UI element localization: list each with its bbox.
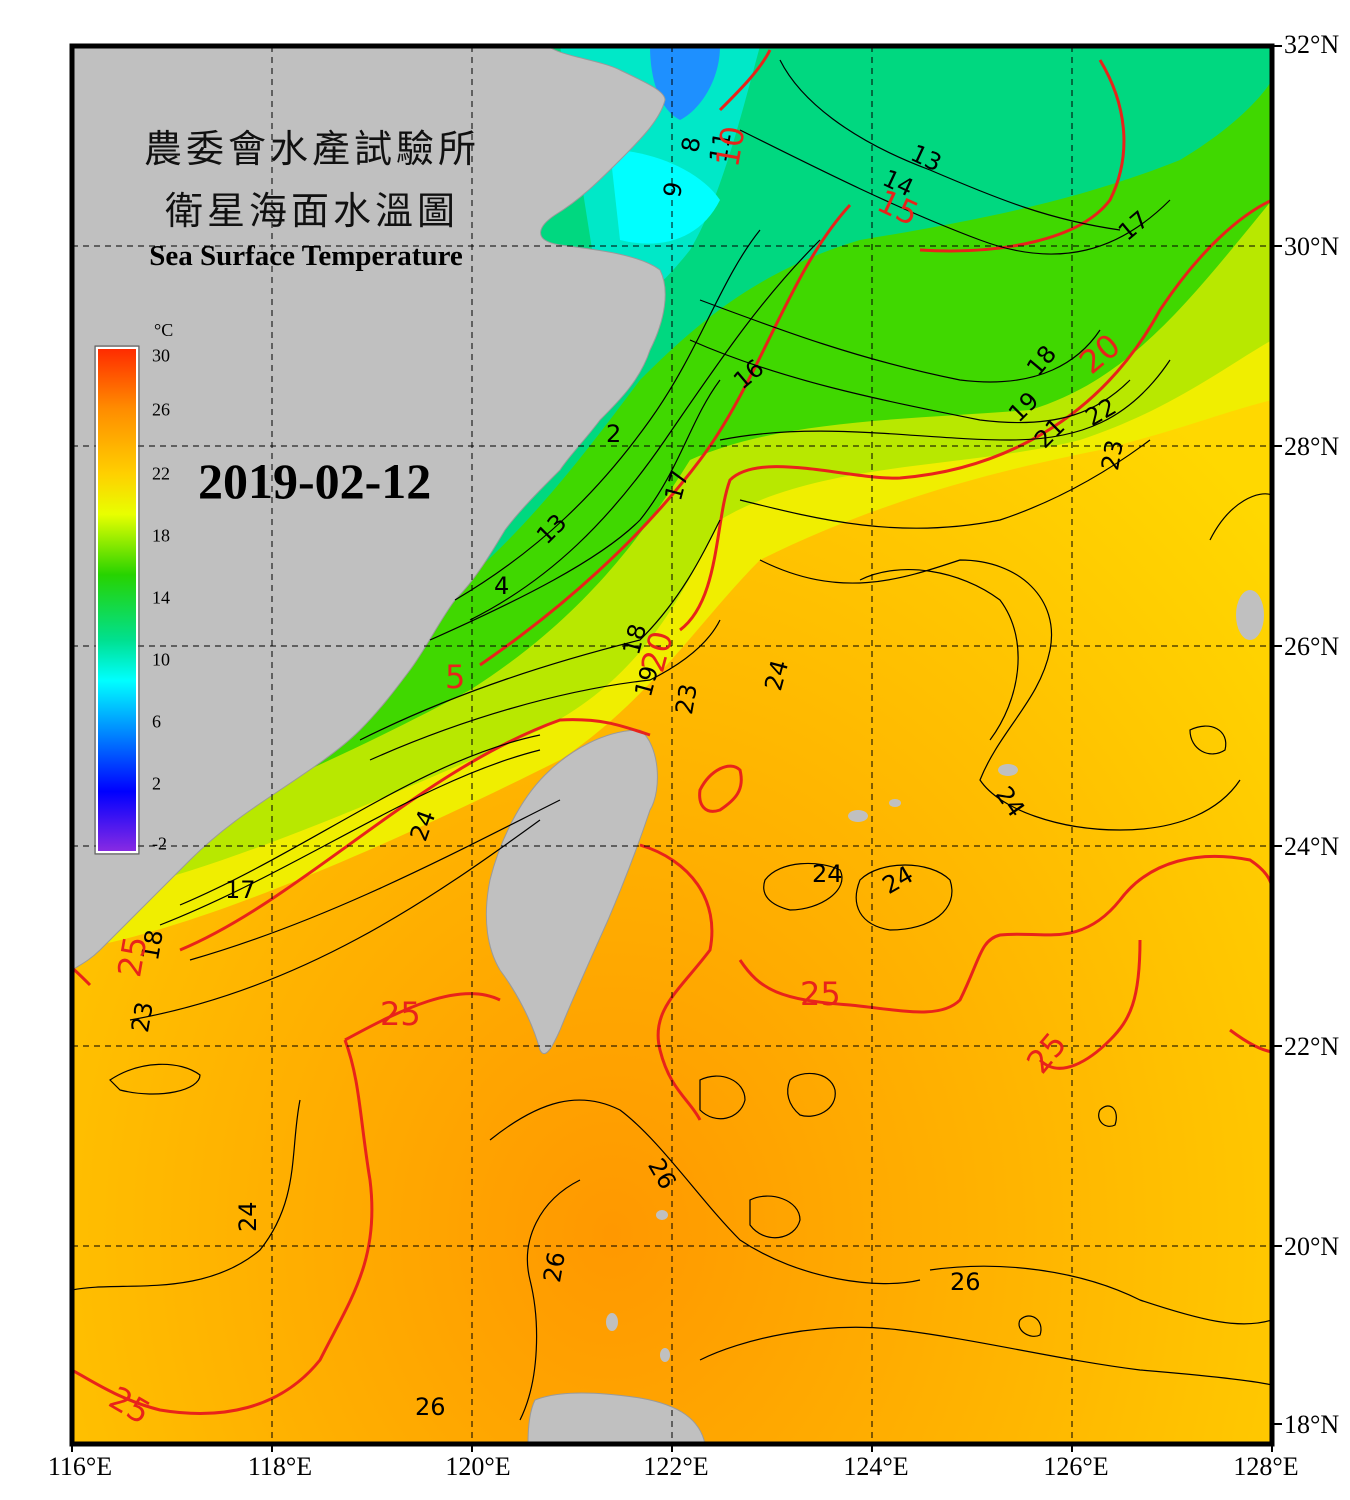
contour-25 <box>639 843 714 1121</box>
contour-label-red: 10 <box>708 123 752 170</box>
colorbar-tick: 10 <box>152 649 170 670</box>
lon-label: 128°E <box>1233 1452 1299 1481</box>
axis-ticks <box>71 45 1282 1452</box>
lon-label: 118°E <box>247 1452 313 1481</box>
contour-label: 23 <box>670 682 703 717</box>
contour-label: 2 <box>606 420 621 448</box>
lat-label: 30°N <box>1284 232 1340 261</box>
ryukyu-islet <box>1236 590 1264 640</box>
colorbar <box>96 347 138 853</box>
title-chinese-line1: 農委會水產試驗所 <box>143 127 480 171</box>
colorbar-tick: 2 <box>152 773 161 794</box>
contour-label: 24 <box>234 1201 262 1232</box>
contour-20 <box>179 718 651 952</box>
contour-label: 26 <box>415 1393 446 1421</box>
contour-label: 23 <box>126 1000 159 1035</box>
colorbar-tick: 26 <box>152 399 170 420</box>
contour-label: 26 <box>538 1250 571 1285</box>
colorbar-unit: °C <box>154 320 174 340</box>
contour-25 <box>72 1039 374 1415</box>
batanes-islet <box>656 1210 668 1220</box>
lat-label: 24°N <box>1284 832 1340 861</box>
contour-15 <box>718 49 772 112</box>
contour-label: 17 <box>225 876 256 904</box>
contour-label-red: 25 <box>380 995 421 1033</box>
lat-label: 20°N <box>1284 1232 1340 1261</box>
contour-label-red: 25 <box>110 933 154 980</box>
contour-label: 11 <box>704 130 737 165</box>
contour-label: 8 <box>676 135 706 155</box>
batanes-islet <box>660 1348 670 1362</box>
lon-label: 120°E <box>445 1452 511 1481</box>
contour-label: 4 <box>494 572 509 600</box>
contour-label: 23 <box>1096 438 1129 473</box>
taiwan-island <box>485 729 658 1055</box>
contour-25 <box>698 764 743 813</box>
contour-25 <box>738 854 1272 1014</box>
lat-label: 28°N <box>1284 432 1340 461</box>
lon-label: 124°E <box>843 1452 909 1481</box>
contour-label-red: 5 <box>445 658 465 696</box>
china-mainland <box>72 46 666 971</box>
contour-label: 24 <box>812 860 843 888</box>
red-contours <box>72 49 1272 1415</box>
lon-label: 122°E <box>643 1452 709 1481</box>
cyan-coast <box>610 150 720 244</box>
contour-25 <box>1038 939 1142 1070</box>
contour-20 <box>679 198 1272 632</box>
colorbar-tick: -2 <box>152 833 167 854</box>
batanes-islet <box>606 1313 618 1331</box>
title-chinese-line2: 衛星海面水溫圖 <box>164 189 459 233</box>
graticule <box>72 46 1272 1444</box>
contour-label: 9 <box>658 180 688 200</box>
contour-label: 18 <box>136 928 169 963</box>
contour-label: 26 <box>950 1268 981 1296</box>
lat-label: 32°N <box>1284 30 1340 59</box>
contour-15 <box>479 203 852 667</box>
black-contours <box>72 59 1272 1421</box>
lat-label: 18°N <box>1284 1410 1340 1439</box>
lon-label: 116°E <box>47 1452 113 1481</box>
ryukyu-islet <box>889 799 901 807</box>
colorbar-tick: 30 <box>152 345 170 366</box>
title-english: Sea Surface Temperature <box>149 240 463 272</box>
ryukyu-islet <box>998 764 1018 776</box>
luzon-island <box>527 1392 706 1444</box>
blue-coast <box>650 46 720 120</box>
colorbar-tick: 18 <box>152 525 170 546</box>
contour-15 <box>919 59 1126 253</box>
date-label: 2019-02-12 <box>198 453 432 509</box>
ryukyu-islet <box>848 810 868 822</box>
colorbar-tick: 22 <box>152 463 170 484</box>
colorbar-tick: 6 <box>152 711 161 732</box>
colorbar-tick: 14 <box>152 587 170 608</box>
contour-25 <box>344 992 501 1042</box>
contour-label-red: 25 <box>800 975 841 1013</box>
lat-label: 26°N <box>1284 632 1340 661</box>
lat-label: 22°N <box>1284 1032 1340 1061</box>
lon-label: 126°E <box>1043 1452 1109 1481</box>
